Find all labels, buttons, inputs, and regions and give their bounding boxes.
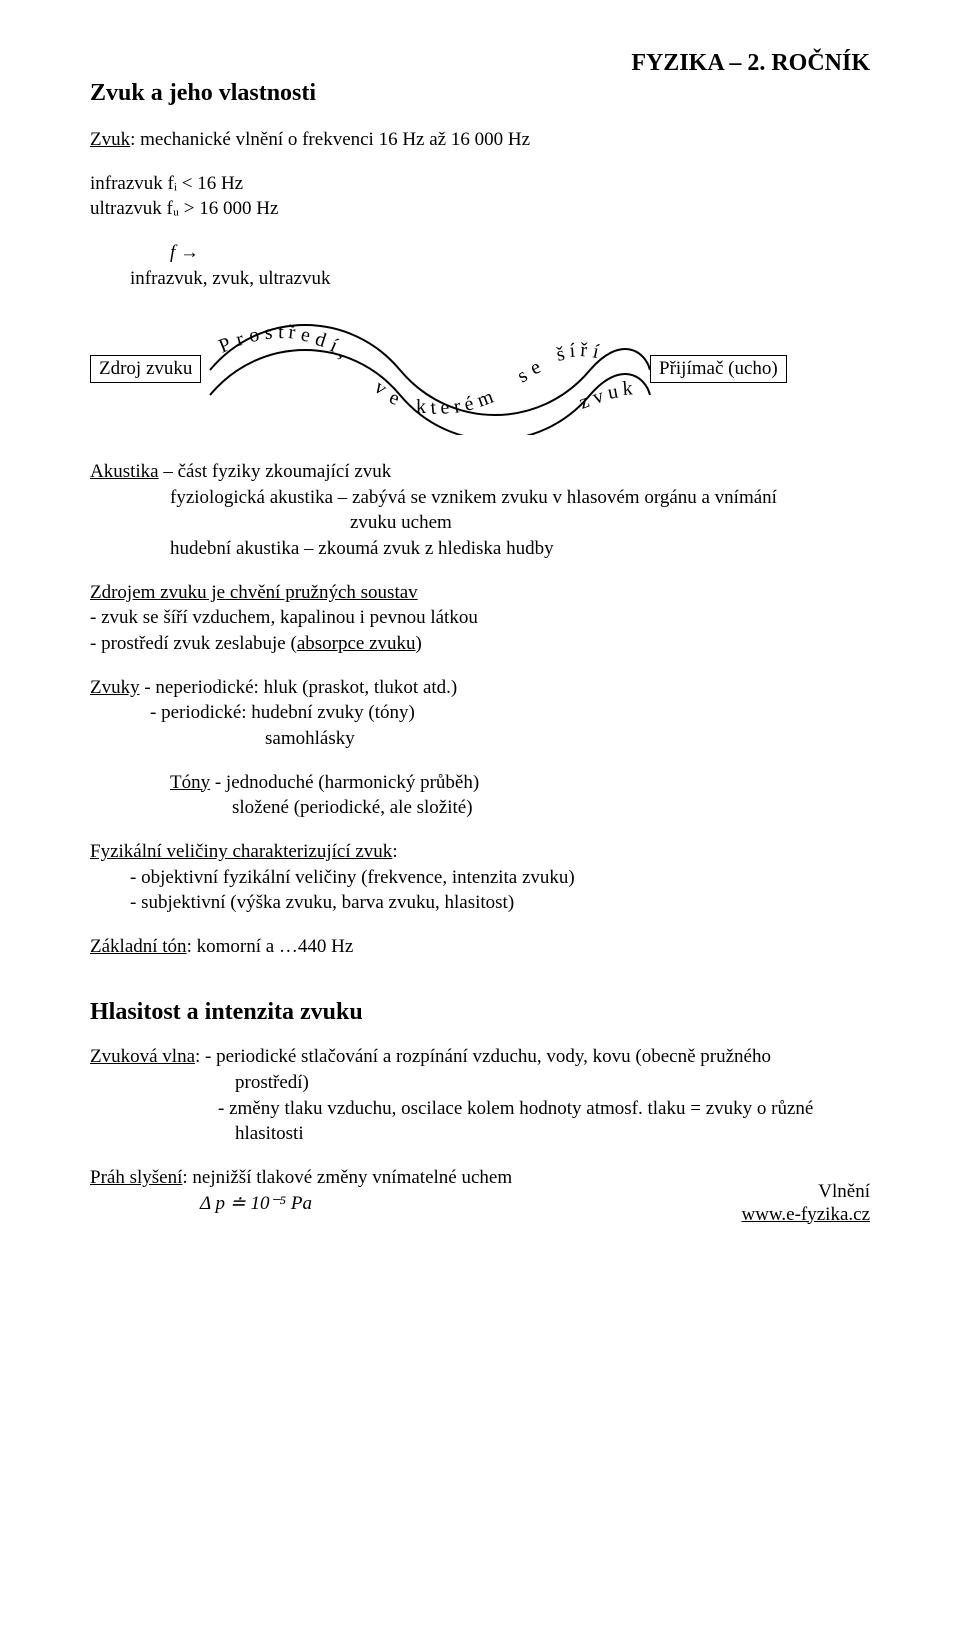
akustika-l2: hudební akustika – zkoumá zvuk z hledisk… <box>170 536 870 562</box>
svg-text:š: š <box>554 343 566 366</box>
infrazvuk-line: infrazvuk fᵢ < 16 Hz <box>90 171 870 197</box>
svg-text:e: e <box>527 356 545 380</box>
zdroj-b2u: absorpce zvuku <box>297 633 416 654</box>
ps-r: : nejnižší tlakové změny vnímatelné uche… <box>182 1167 512 1188</box>
footer-l1: Vlnění <box>741 1181 870 1204</box>
svg-text:é: é <box>462 393 476 417</box>
zdroj-b1: - zvuk se šíří vzduchem, kapalinou i pev… <box>90 605 870 631</box>
def-rest: : mechanické vlnění o frekvenci 16 Hz až… <box>130 129 530 150</box>
zv-r1: : - periodické stlačování a rozpínání vz… <box>195 1046 771 1067</box>
svg-text:o: o <box>248 324 261 347</box>
tony-r2: složené (periodické, ale složité) <box>232 795 870 821</box>
zv-r1b: prostředí) <box>235 1070 870 1096</box>
zvuky-r1: - neperiodické: hluk (praskot, tlukot at… <box>140 677 458 698</box>
svg-text:ř: ř <box>580 339 589 361</box>
svg-text:P: P <box>216 333 235 358</box>
svg-text:e: e <box>299 324 312 347</box>
svg-text:ř: ř <box>287 321 296 344</box>
akustika-l1: fyziologická akustika – zabývá se vznike… <box>170 485 870 511</box>
fv-b1: - objektivní fyzikální veličiny (frekven… <box>130 865 870 891</box>
svg-text:í: í <box>569 340 577 362</box>
fv-b2: - subjektivní (výška zvuku, barva zvuku,… <box>130 890 870 916</box>
ps-u: Práh slyšení <box>90 1167 182 1188</box>
svg-text:s: s <box>514 364 532 387</box>
f-arrow: f → <box>170 240 870 266</box>
page-footer: Vlnění www.e-fyzika.cz <box>741 1181 870 1227</box>
zvuky-line: Zvuky - neperiodické: hluk (praskot, tlu… <box>90 675 870 701</box>
zdroj-b2: - prostředí zvuk zeslabuje (absorpce zvu… <box>90 631 870 657</box>
bt-head: Základní tón <box>90 936 187 957</box>
akustika-l1b: zvuku uchem <box>350 510 870 536</box>
akustika-line: Akustika – část fyziky zkoumající zvuk <box>90 459 870 485</box>
zv-r2b: hlasitosti <box>235 1121 870 1147</box>
sound-definition: Zvuk: mechanické vlnění o frekvenci 16 H… <box>90 127 870 153</box>
zdroj-head: Zdrojem zvuku je chvění pružných soustav <box>90 582 418 603</box>
svg-text:k: k <box>622 378 634 401</box>
tony-u: Tóny <box>170 772 210 793</box>
zvukova-vlna: Zvuková vlna: - periodické stlačování a … <box>90 1044 870 1070</box>
svg-text:e: e <box>439 396 450 419</box>
course-header: FYZIKA – 2. ROČNÍK <box>631 50 870 77</box>
bt-rest: : komorní a …440 Hz <box>187 936 354 957</box>
akustika-head: Akustika <box>90 461 159 482</box>
svg-text:z: z <box>576 390 592 414</box>
zvuky-r3: samohlásky <box>265 726 870 752</box>
svg-text:d: d <box>312 328 328 352</box>
tony-line: Tóny - jednoduché (harmonický průběh) <box>170 770 870 796</box>
fv-head: Fyzikální veličiny charakterizující zvuk <box>90 841 392 862</box>
def-term: Zvuk <box>90 129 130 150</box>
zdroj-zvuku: Zdrojem zvuku je chvění pružných soustav <box>90 580 870 606</box>
svg-text:e: e <box>386 386 403 410</box>
svg-text:v: v <box>590 385 606 409</box>
svg-text:v: v <box>370 376 391 400</box>
akustika-rest: – část fyziky zkoumající zvuk <box>159 461 392 482</box>
f-list: infrazvuk, zvuk, ultrazvuk <box>130 266 870 292</box>
svg-text:m: m <box>474 386 497 412</box>
section1-title: Zvuk a jeho vlastnosti <box>90 80 870 107</box>
zdroj-b2a: - prostředí zvuk zeslabuje ( <box>90 633 297 654</box>
svg-text:,: , <box>336 341 351 363</box>
sound-propagation-figure: Zdroj zvuku P r o s t ř e d í , <box>90 315 870 435</box>
svg-text:s: s <box>264 322 273 344</box>
bt-line: Základní tón: komorní a …440 Hz <box>90 934 870 960</box>
svg-text:k: k <box>416 396 426 418</box>
svg-text:t: t <box>278 321 285 343</box>
zv-r2a: - změny tlaku vzduchu, oscilace kolem ho… <box>218 1096 870 1122</box>
section2-title: Hlasitost a intenzita zvuku <box>90 999 870 1026</box>
ultrazvuk-line: ultrazvuk fᵤ > 16 000 Hz <box>90 196 870 222</box>
zv-u: Zvuková vlna <box>90 1046 195 1067</box>
footer-link[interactable]: www.e-fyzika.cz <box>741 1204 870 1225</box>
svg-text:r: r <box>452 395 463 418</box>
fv-suffix: : <box>392 841 397 862</box>
zvuky-r2: - periodické: hudební zvuky (tóny) <box>150 700 870 726</box>
svg-text:u: u <box>606 381 620 404</box>
tony-r: - jednoduché (harmonický průběh) <box>210 772 479 793</box>
zvuky-head: Zvuky <box>90 677 140 698</box>
zdroj-b2b: ) <box>416 633 422 654</box>
fv-line: Fyzikální veličiny charakterizující zvuk… <box>90 839 870 865</box>
fig-receiver-box: Přijímač (ucho) <box>650 355 787 383</box>
